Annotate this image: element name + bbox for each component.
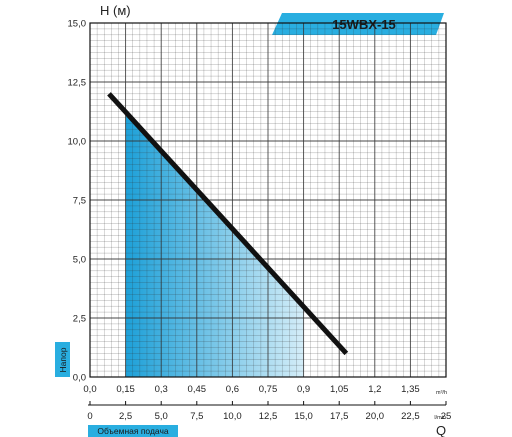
x-tick-label-lmin: 5,0 (155, 411, 168, 422)
x-tick-label-m3h: 1,05 (330, 384, 349, 395)
lmin-tick-marks (89, 401, 447, 405)
x-tick-label-lmin: 2,5 (119, 411, 132, 422)
x-tick-label-lmin: 15,0 (294, 411, 313, 422)
x-tick-label-lmin: 22,5 (401, 411, 420, 422)
x-tick-label-m3h: 0,0 (83, 384, 96, 395)
chart-title-banner: 15WBX-15 (272, 13, 444, 35)
x-tick-label-m3h: 0,3 (155, 384, 168, 395)
plot-frame (89, 22, 447, 378)
x-axis-tag-bg (88, 425, 178, 437)
operating-range-area (125, 111, 304, 377)
x-tick-label-lmin: 7,5 (190, 411, 203, 422)
x-tick-label-lmin: 10,0 (223, 411, 242, 422)
x-tick-label-lmin: 12,5 (259, 411, 278, 422)
x-tick-label-m3h: 1,2 (368, 384, 381, 395)
y-tick-label: 2,5 (73, 314, 86, 325)
title-banner-shape (272, 13, 444, 35)
y-tick-label: 12,5 (68, 78, 87, 89)
y-axis-tag-text: Напор (58, 347, 68, 372)
x-tick-label-m3h: 0,6 (226, 384, 239, 395)
x-tick-label-lmin: 25 (441, 411, 452, 422)
y-tick-labels: 0,0 2,5 5,0 7,5 10,0 12,5 15,0 (68, 19, 87, 384)
x-axis-tag-text: Объемная подача (97, 426, 169, 436)
y-axis-tag-bg (55, 342, 70, 377)
chart-title: 15WBX-15 (332, 17, 396, 32)
x-tick-label-lmin: 17,5 (330, 411, 349, 422)
y-tick-label: 5,0 (73, 255, 86, 266)
x-unit-m3h: m³/h (436, 390, 447, 396)
x-tick-label-m3h: 0,15 (116, 384, 135, 395)
x-tick-label-m3h: 0,45 (188, 384, 207, 395)
y-axis-title: H (м) (100, 3, 131, 18)
x-tick-label-lmin: 0 (87, 411, 92, 422)
y-axis-tag: Напор (55, 342, 70, 377)
performance-curve (107, 92, 349, 356)
y-tick-label: 15,0 (68, 19, 87, 30)
x-tick-label-m3h: 0,9 (297, 384, 310, 395)
y-tick-label: 10,0 (68, 137, 87, 148)
y-tick-label: 7,5 (73, 196, 86, 207)
x-tick-labels-m3h: 0,0 0,15 0,3 0,45 0,6 0,75 0,9 1,05 1,2 1,35 (83, 384, 419, 395)
x-unit-lmin: l/min (434, 415, 446, 421)
x-tick-label-lmin: 20,0 (366, 411, 385, 422)
x-tick-label-m3h: 0,75 (259, 384, 278, 395)
x-tick-labels-lmin: 0 2,5 5,0 7,5 10,0 12,5 15,0 17,5 20,0 22,5 25 (87, 411, 451, 422)
y-tick-label: 0,0 (73, 373, 86, 384)
x-tick-label-m3h: 1,35 (401, 384, 420, 395)
x-axis-title: Q (436, 423, 446, 437)
major-grid (90, 23, 446, 377)
x-axis-tag: Объемная подача (88, 425, 178, 437)
